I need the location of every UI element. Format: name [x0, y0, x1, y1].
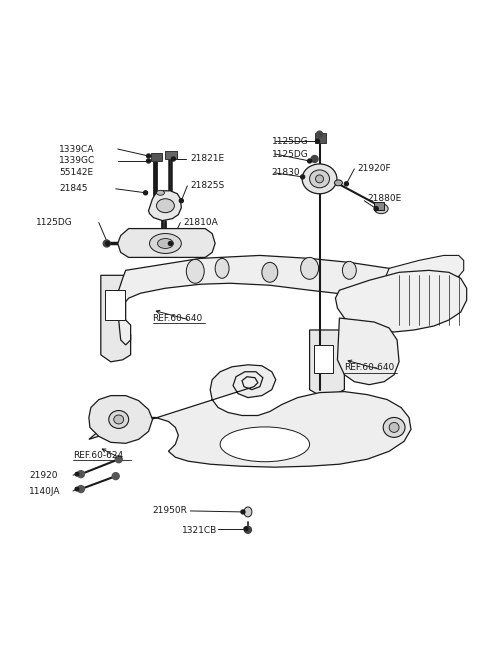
- Text: 1125DG: 1125DG: [272, 149, 309, 159]
- Circle shape: [146, 159, 151, 163]
- Text: REF.60-640: REF.60-640: [344, 364, 395, 372]
- Text: 55142E: 55142E: [59, 168, 93, 178]
- Ellipse shape: [302, 164, 337, 194]
- Circle shape: [103, 240, 110, 247]
- Polygon shape: [118, 229, 215, 257]
- Circle shape: [316, 131, 323, 137]
- Ellipse shape: [374, 204, 388, 214]
- Ellipse shape: [389, 422, 399, 432]
- Polygon shape: [336, 271, 467, 332]
- Bar: [151, 153, 162, 161]
- Circle shape: [311, 155, 318, 162]
- Text: 1339CA: 1339CA: [59, 145, 95, 153]
- Polygon shape: [116, 255, 419, 345]
- Circle shape: [75, 472, 79, 476]
- Bar: [374, 202, 384, 210]
- Circle shape: [75, 487, 79, 491]
- Circle shape: [106, 242, 110, 246]
- Polygon shape: [148, 191, 181, 221]
- Text: 21920: 21920: [29, 471, 58, 479]
- Polygon shape: [89, 396, 153, 443]
- Circle shape: [115, 456, 122, 462]
- Circle shape: [344, 182, 348, 186]
- Circle shape: [168, 242, 172, 246]
- Circle shape: [77, 471, 84, 477]
- Ellipse shape: [220, 427, 310, 462]
- Polygon shape: [337, 318, 399, 384]
- Ellipse shape: [156, 191, 165, 195]
- Text: 21880E: 21880E: [367, 195, 401, 203]
- Ellipse shape: [383, 417, 405, 438]
- Circle shape: [241, 510, 245, 514]
- Ellipse shape: [156, 198, 174, 213]
- Text: 21950R: 21950R: [153, 506, 187, 515]
- Text: 21810A: 21810A: [183, 218, 218, 227]
- Text: 1339GC: 1339GC: [59, 157, 96, 166]
- Polygon shape: [310, 330, 344, 396]
- Circle shape: [112, 473, 119, 479]
- Text: REF.60-640: REF.60-640: [153, 314, 203, 322]
- Ellipse shape: [300, 257, 319, 279]
- Bar: [166, 151, 178, 159]
- Circle shape: [244, 527, 248, 531]
- Polygon shape: [89, 365, 411, 467]
- Text: 21821E: 21821E: [190, 155, 225, 164]
- Ellipse shape: [150, 234, 181, 253]
- Circle shape: [308, 159, 312, 163]
- Circle shape: [146, 154, 151, 158]
- Text: 1140JA: 1140JA: [29, 487, 61, 496]
- Bar: [314, 133, 326, 143]
- Text: 1321CB: 1321CB: [182, 527, 217, 535]
- Circle shape: [374, 207, 378, 211]
- Text: REF.60-624: REF.60-624: [73, 451, 123, 460]
- Circle shape: [180, 198, 183, 203]
- Circle shape: [315, 139, 320, 143]
- Ellipse shape: [157, 238, 173, 248]
- Circle shape: [171, 157, 175, 161]
- Ellipse shape: [186, 259, 204, 283]
- Polygon shape: [384, 255, 464, 282]
- Bar: [105, 290, 125, 320]
- Circle shape: [244, 527, 252, 533]
- Polygon shape: [101, 275, 131, 362]
- Bar: [313, 345, 334, 373]
- Text: 1125DG: 1125DG: [272, 137, 309, 145]
- Ellipse shape: [114, 415, 124, 424]
- Text: 21845: 21845: [59, 184, 87, 193]
- Ellipse shape: [342, 261, 356, 279]
- Circle shape: [77, 485, 84, 493]
- Ellipse shape: [310, 170, 329, 188]
- Text: 1125DG: 1125DG: [36, 218, 73, 227]
- Circle shape: [144, 191, 147, 195]
- Ellipse shape: [335, 180, 342, 186]
- Ellipse shape: [215, 259, 229, 278]
- Circle shape: [300, 175, 305, 179]
- Text: 21825S: 21825S: [190, 181, 225, 191]
- Ellipse shape: [109, 411, 129, 428]
- Text: 21920F: 21920F: [357, 164, 391, 174]
- Ellipse shape: [315, 175, 324, 183]
- Ellipse shape: [244, 507, 252, 517]
- Ellipse shape: [262, 263, 278, 282]
- Text: 21830: 21830: [272, 168, 300, 178]
